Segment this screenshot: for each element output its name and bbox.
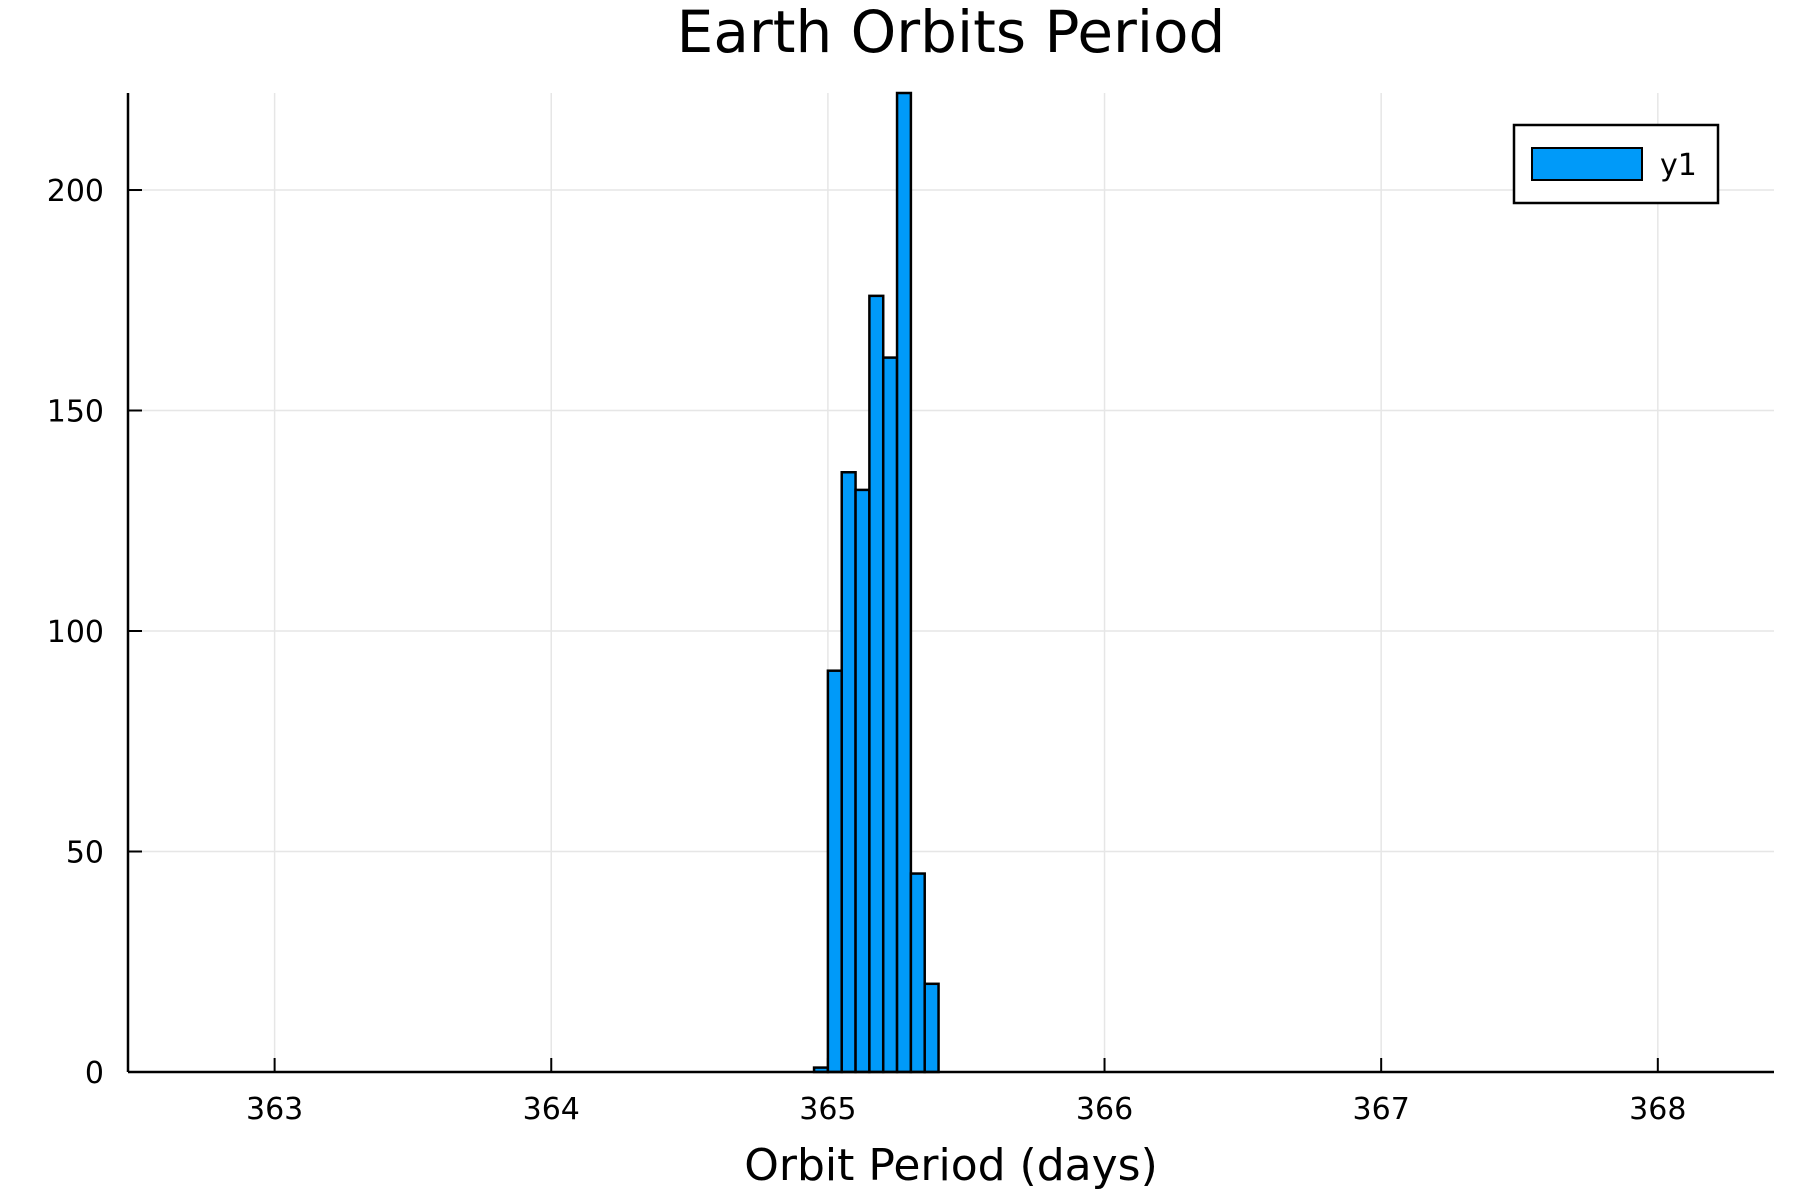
histogram-bar bbox=[881, 356, 899, 1074]
histogram-bar bbox=[895, 91, 913, 1074]
x-tick-label: 365 bbox=[799, 1092, 856, 1127]
legend: y1 bbox=[1512, 123, 1720, 205]
histogram-bar bbox=[840, 471, 857, 1074]
x-tick-label: 366 bbox=[1076, 1092, 1133, 1127]
histogram-bar bbox=[826, 669, 843, 1074]
x-tick-label: 368 bbox=[1629, 1092, 1686, 1127]
y-tick-label: 150 bbox=[47, 395, 104, 430]
axes bbox=[126, 93, 1774, 1074]
x-tick-label: 367 bbox=[1353, 1092, 1410, 1127]
histogram-bars bbox=[812, 91, 940, 1074]
legend-swatch bbox=[1531, 147, 1643, 181]
y-tick-label: 200 bbox=[47, 174, 104, 209]
y-tick-label: 0 bbox=[85, 1056, 104, 1091]
x-tick-label: 364 bbox=[523, 1092, 580, 1127]
legend-label: y1 bbox=[1660, 148, 1697, 183]
x-tick-labels: 363 364 365 366 367 368 bbox=[246, 1092, 1686, 1127]
x-tick-label: 363 bbox=[246, 1092, 303, 1127]
y-tick-label: 50 bbox=[66, 836, 104, 871]
y-tick-label: 100 bbox=[47, 615, 104, 650]
y-tick-labels: 0 50 100 150 200 bbox=[47, 174, 104, 1091]
histogram-bar bbox=[868, 294, 885, 1074]
histogram-bar bbox=[854, 488, 871, 1074]
chart-title: Earth Orbits Period bbox=[677, 0, 1226, 66]
histogram-bar bbox=[923, 982, 940, 1074]
x-axis-title: Orbit Period (days) bbox=[744, 1140, 1158, 1191]
grid-lines bbox=[128, 93, 1774, 1073]
histogram-bar bbox=[909, 872, 926, 1074]
